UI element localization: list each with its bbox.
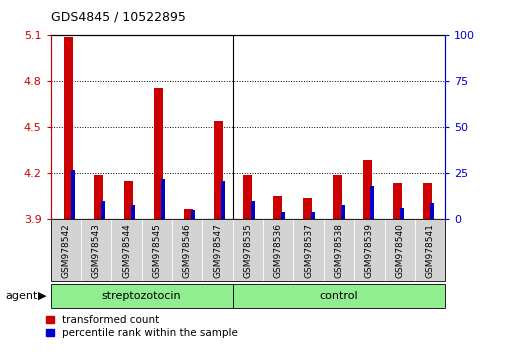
Text: GSM978535: GSM978535	[243, 223, 252, 278]
Bar	[64, 37, 73, 219]
Bar	[183, 209, 192, 219]
Bar	[221, 181, 225, 219]
Bar	[340, 205, 344, 219]
Bar	[422, 183, 431, 219]
Bar	[243, 175, 252, 219]
Text: GSM978537: GSM978537	[304, 223, 313, 278]
Text: GSM978538: GSM978538	[334, 223, 343, 278]
Legend: transformed count, percentile rank within the sample: transformed count, percentile rank withi…	[45, 315, 238, 338]
Text: GSM978539: GSM978539	[364, 223, 373, 278]
Bar	[161, 179, 165, 219]
Bar	[71, 170, 75, 219]
Bar	[392, 183, 401, 219]
Text: ▶: ▶	[38, 291, 46, 301]
Bar	[273, 196, 282, 219]
Text: GSM978543: GSM978543	[91, 223, 100, 278]
Bar	[332, 175, 341, 219]
Text: control: control	[319, 291, 358, 301]
Text: GDS4845 / 10522895: GDS4845 / 10522895	[50, 10, 185, 23]
Text: GSM978541: GSM978541	[425, 223, 434, 278]
Text: GSM978546: GSM978546	[182, 223, 191, 278]
Bar	[250, 201, 255, 219]
Text: agent: agent	[5, 291, 37, 301]
Bar	[124, 181, 132, 219]
Text: GSM978545: GSM978545	[152, 223, 161, 278]
Bar	[399, 209, 403, 219]
Bar	[131, 205, 135, 219]
Bar	[280, 212, 284, 219]
Bar	[363, 160, 371, 219]
Text: GSM978540: GSM978540	[394, 223, 403, 278]
Bar	[191, 210, 195, 219]
Bar	[213, 121, 222, 219]
Text: streptozotocin: streptozotocin	[102, 291, 181, 301]
Text: GSM978547: GSM978547	[213, 223, 222, 278]
Bar	[310, 212, 314, 219]
Text: GSM978542: GSM978542	[61, 223, 70, 278]
Bar	[101, 201, 105, 219]
Bar	[370, 186, 374, 219]
Bar	[429, 203, 433, 219]
Bar	[94, 175, 103, 219]
Bar	[302, 198, 312, 219]
Text: GSM978544: GSM978544	[122, 223, 131, 278]
Bar	[154, 87, 163, 219]
Text: GSM978536: GSM978536	[273, 223, 282, 278]
